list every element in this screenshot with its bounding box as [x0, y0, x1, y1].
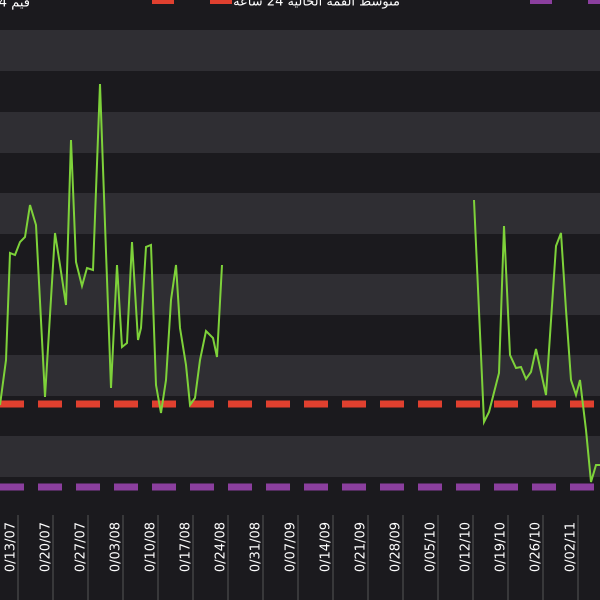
- x-tick-label: 0/21/09: [354, 522, 369, 572]
- x-tick-label: 0/24/08: [214, 522, 229, 572]
- x-tick-label: 0/17/08: [179, 522, 194, 572]
- x-tick-label: 0/20/07: [39, 522, 54, 572]
- x-tick-label: 0/03/08: [109, 522, 124, 572]
- legend-bg: [0, 0, 600, 22]
- x-tick-label: 0/19/10: [494, 522, 509, 572]
- x-tick-label: 0/07/09: [284, 522, 299, 572]
- series-line: [0, 83, 600, 483]
- x-tick-label: 0/05/10: [424, 522, 439, 572]
- x-tick-label: 0/27/07: [74, 522, 89, 572]
- x-tick-label: 0/31/08: [249, 522, 264, 572]
- x-tick-label: 0/13/07: [4, 522, 19, 572]
- x-tick-label: 0/26/10: [529, 522, 544, 572]
- x-tick-label: 0/28/09: [389, 522, 404, 572]
- x-tick-label: 0/02/11: [564, 522, 579, 572]
- x-tick-label: 0/14/09: [319, 522, 334, 572]
- x-tick-label: 0/10/08: [144, 522, 159, 572]
- x-tick-label: 0/12/10: [459, 522, 474, 572]
- legend-label: قيم 4: [0, 0, 30, 11]
- legend-label: متوسط القمة الحالية 24 ساعة: [233, 0, 400, 10]
- bands: [0, 30, 600, 477]
